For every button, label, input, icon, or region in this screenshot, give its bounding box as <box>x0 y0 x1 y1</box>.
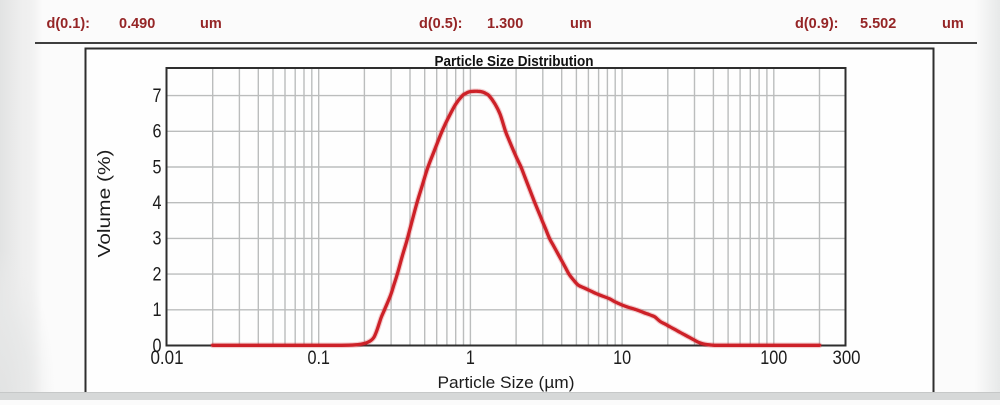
svg-text:0: 0 <box>153 335 162 357</box>
svg-text:Particle Size Distribution: Particle Size Distribution <box>435 53 594 70</box>
svg-text:5.502: 5.502 <box>860 16 896 32</box>
svg-text:10: 10 <box>613 347 631 369</box>
svg-text:um: um <box>570 16 592 32</box>
svg-text:um: um <box>200 16 222 32</box>
svg-text:d(0.9):: d(0.9): <box>795 16 839 32</box>
svg-text:5: 5 <box>153 156 162 178</box>
svg-text:2: 2 <box>153 263 162 285</box>
svg-text:d(0.5):: d(0.5): <box>419 16 463 32</box>
svg-text:300: 300 <box>833 347 861 369</box>
svg-text:6: 6 <box>153 121 162 143</box>
svg-text:Volume (%): Volume (%) <box>94 150 114 258</box>
svg-text:0.490: 0.490 <box>119 16 155 32</box>
svg-text:Particle Size (µm): Particle Size (µm) <box>438 373 575 392</box>
svg-text:um: um <box>942 16 964 32</box>
svg-text:3: 3 <box>153 228 162 250</box>
svg-text:d(0.1):: d(0.1): <box>47 16 91 32</box>
svg-text:1.300: 1.300 <box>487 16 523 32</box>
svg-text:4: 4 <box>153 192 162 214</box>
svg-text:100: 100 <box>760 347 787 369</box>
svg-text:1: 1 <box>153 299 162 321</box>
svg-text:7: 7 <box>153 85 162 107</box>
svg-text:1: 1 <box>466 347 475 369</box>
svg-text:0.1: 0.1 <box>307 347 330 369</box>
svg-text:0.01: 0.01 <box>151 347 184 369</box>
